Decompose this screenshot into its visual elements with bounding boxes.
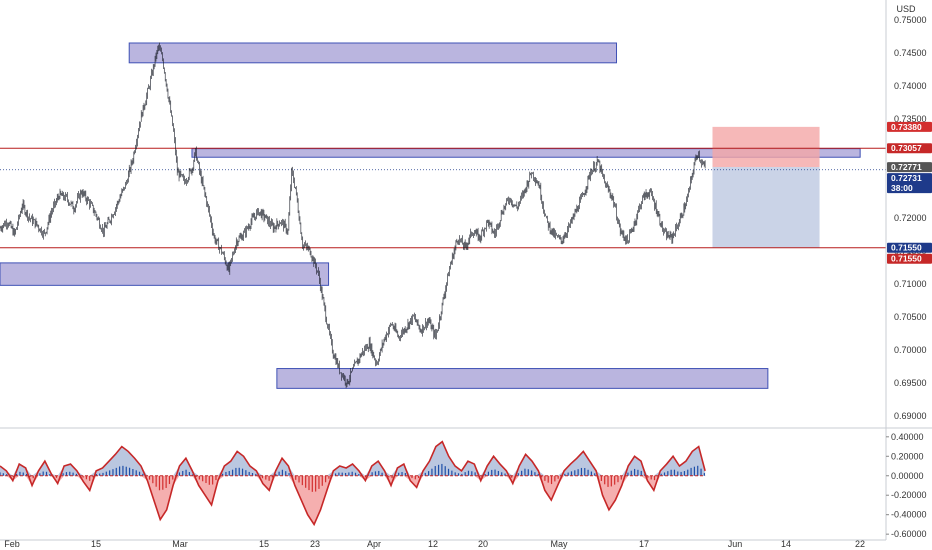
oscillator-layer (0, 440, 706, 527)
time-tick-label: 17 (639, 539, 649, 549)
price-tick-label: 0.73500 (894, 114, 927, 124)
price-badge: 0.73057 (887, 143, 932, 154)
time-tick-label: 15 (91, 539, 101, 549)
zones-layer (0, 42, 861, 389)
short-position-layer (712, 126, 820, 248)
oscillator-tick-label: -0.20000 (891, 490, 927, 500)
zone-bottom[interactable] (276, 368, 769, 389)
time-tick-label: Mar (172, 539, 188, 549)
time-tick-label: Apr (367, 539, 381, 549)
price-tick-label: 0.72000 (894, 213, 927, 223)
time-tick-label: 20 (478, 539, 488, 549)
price-badge: 0.73380 (887, 121, 932, 132)
price-badge-text: 0.73380 (891, 122, 922, 132)
price-tick-label: 0.71000 (894, 279, 927, 289)
price-scale-background (886, 0, 932, 550)
oscillator-tick-label: 0.40000 (891, 432, 924, 442)
price-badge-text: 0.72731 (891, 173, 922, 183)
zone-top[interactable] (128, 42, 618, 64)
time-tick-label: 14 (781, 539, 791, 549)
price-badge: 0.71550 (887, 242, 932, 253)
price-tick-label: 0.70500 (894, 312, 927, 322)
price-tick-label: 0.74500 (894, 48, 927, 58)
time-tick-label: May (550, 539, 568, 549)
oscillator-tick-label: -0.60000 (891, 529, 927, 539)
price-badge-text: 0.71550 (891, 243, 922, 253)
price-tick-label: 0.69000 (894, 411, 927, 421)
price-badge-text: 0.72771 (891, 162, 922, 172)
currency-label: USD (896, 4, 916, 14)
time-tick-label: Jun (728, 539, 743, 549)
price-badge-text: 0.71550 (891, 254, 922, 264)
oscillator-line (0, 440, 706, 527)
oscillator-positive-area (0, 441, 706, 476)
price-badge-countdown: 38:00 (891, 183, 913, 193)
oscillator-tick-label: -0.40000 (891, 510, 927, 520)
price-badge: 0.71550 (887, 254, 932, 264)
stop-loss-area[interactable] (712, 126, 820, 168)
time-tick-label: 15 (259, 539, 269, 549)
price-badge: 0.72771 (887, 162, 932, 173)
candles-layer (0, 42, 706, 389)
price-tick-label: 0.69500 (894, 378, 927, 388)
zone-lower[interactable] (0, 262, 330, 286)
time-tick-label: 23 (310, 539, 320, 549)
oscillator-tick-label: 0.20000 (891, 451, 924, 461)
take-profit-area[interactable] (712, 167, 820, 248)
oscillator-tick-label: 0.00000 (891, 471, 924, 481)
price-tick-label: 0.75000 (894, 15, 927, 25)
time-tick-label: 22 (855, 539, 865, 549)
price-tick-label: 0.70000 (894, 345, 927, 355)
time-tick-label: 12 (428, 539, 438, 549)
horizontal-lines-layer (0, 147, 886, 249)
time-tick-label: Feb (4, 539, 20, 549)
price-tick-label: 0.74000 (894, 81, 927, 91)
price-badge-text: 0.73057 (891, 143, 922, 153)
